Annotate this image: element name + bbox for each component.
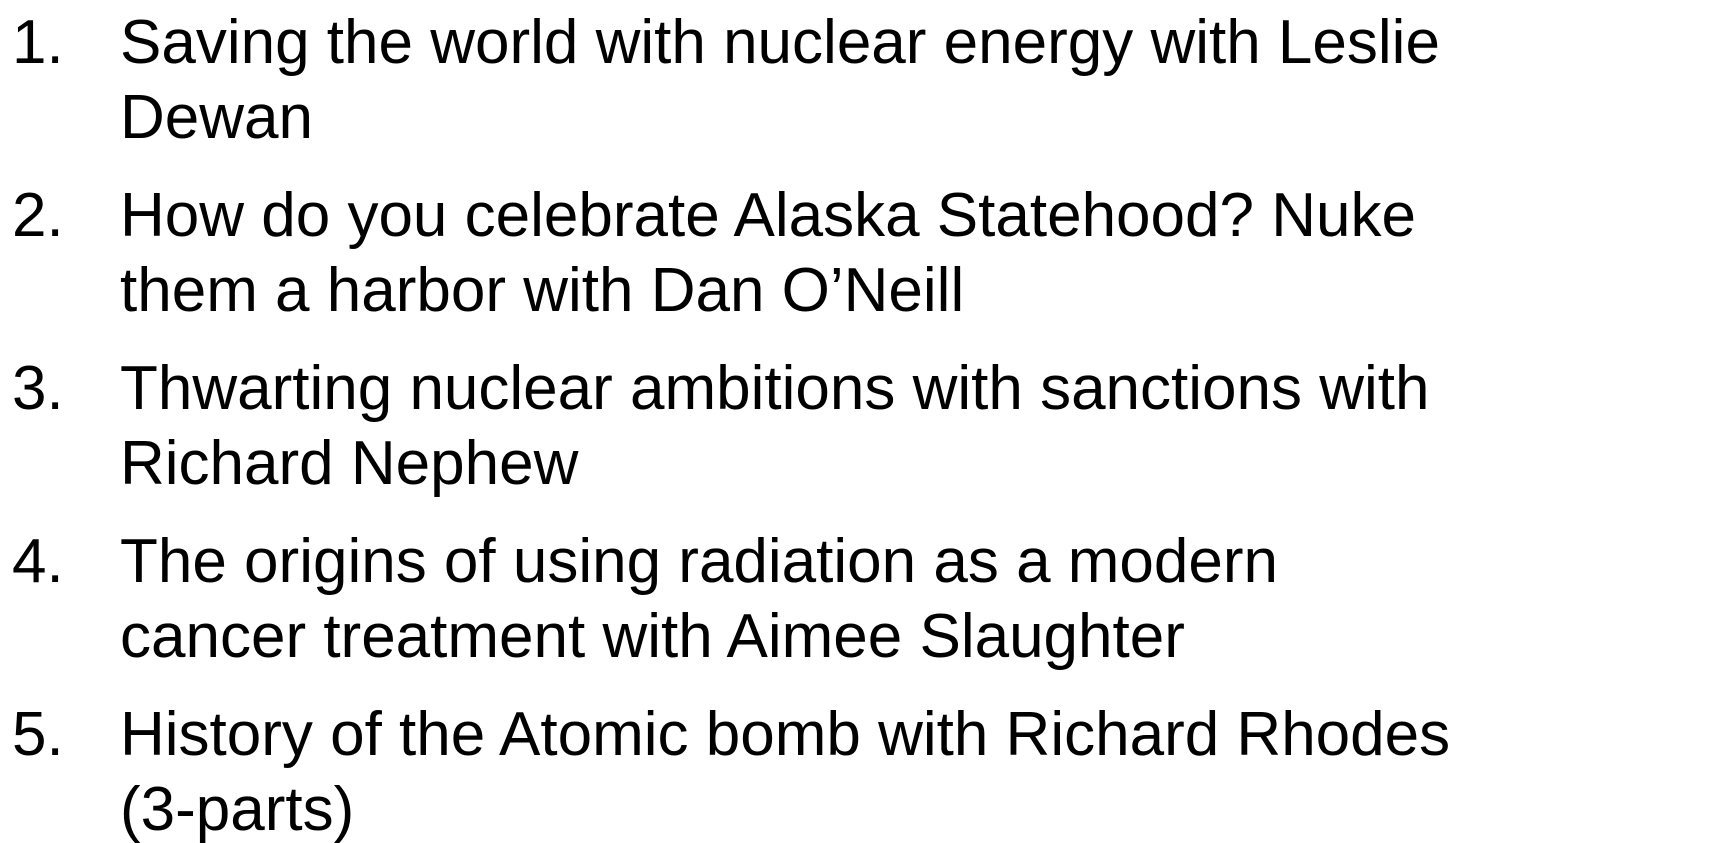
item-text: Saving the world with nuclear energy wit… bbox=[120, 8, 1440, 77]
item-number: 4. bbox=[12, 527, 64, 596]
item-number: 3. bbox=[12, 354, 64, 423]
item-text: cancer treatment with Aimee Slaughter bbox=[120, 602, 1185, 671]
item-text: (3-parts) bbox=[120, 775, 355, 843]
item-text: The origins of using radiation as a mode… bbox=[120, 527, 1278, 596]
item-text: Dewan bbox=[120, 83, 313, 152]
item-text: History of the Atomic bomb with Richard … bbox=[120, 700, 1451, 769]
item-text: Richard Nephew bbox=[120, 429, 579, 498]
item-number: 1. bbox=[12, 8, 64, 77]
item-text: How do you celebrate Alaska Statehood? N… bbox=[120, 181, 1416, 250]
item-text: Thwarting nuclear ambitions with sanctio… bbox=[120, 354, 1430, 423]
item-text: them a harbor with Dan O’Neill bbox=[120, 256, 965, 325]
item-number: 5. bbox=[12, 700, 64, 769]
item-number: 2. bbox=[12, 181, 64, 250]
